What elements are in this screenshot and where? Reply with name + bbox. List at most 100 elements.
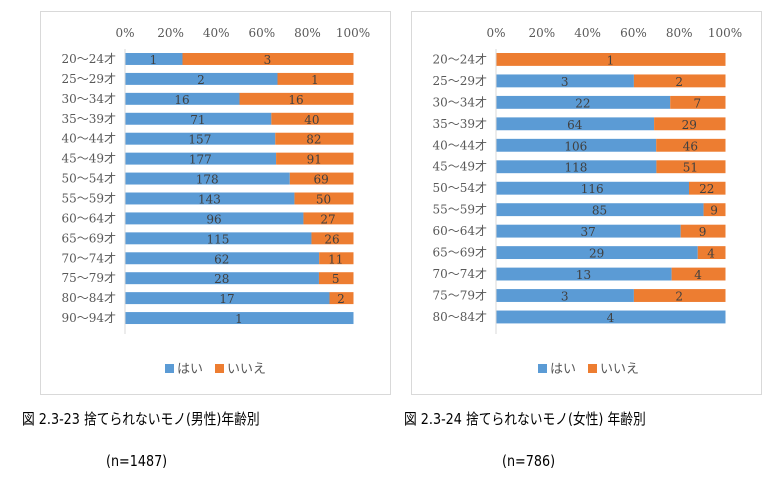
data-label-yes: 177 (189, 153, 212, 167)
x-tick-label: 0% (486, 26, 505, 40)
bar-yes (125, 53, 183, 65)
data-label-no: 69 (314, 173, 329, 187)
data-label-yes: 28 (214, 272, 229, 286)
bar-no (275, 132, 354, 145)
bar-no (318, 272, 354, 285)
category-label: 75～79才 (61, 271, 116, 285)
data-label-no: 11 (328, 252, 343, 266)
x-tick-label: 80% (666, 26, 693, 40)
data-label-yes: 1 (150, 53, 158, 67)
x-tick-label: 0% (115, 26, 134, 40)
data-label-yes: 96 (206, 212, 221, 226)
category-label: 30～34才 (432, 95, 487, 109)
bar-yes (496, 203, 704, 217)
data-label-no: 40 (304, 113, 319, 127)
bar-no (277, 72, 354, 85)
bar-yes (125, 172, 290, 185)
category-label: 40～44才 (432, 138, 487, 152)
bar-no (633, 289, 726, 302)
data-label-yes: 22 (575, 96, 590, 110)
category-label: 20～24才 (432, 52, 487, 66)
legend-label-no: いいえ (227, 362, 266, 377)
category-label: 60～64才 (432, 224, 487, 238)
x-tick-label: 40% (203, 26, 230, 40)
chart-female: 0% 20% 40% 60% 80% 100% 20～24才 1 25～29才 3 2 30～34才 2… (432, 26, 742, 377)
bar-yes (125, 132, 276, 145)
bar-yes (125, 312, 354, 325)
bar-no (656, 138, 726, 152)
bar-yes (496, 74, 634, 88)
data-label-yes: 64 (567, 118, 583, 132)
x-tick-label: 100% (336, 26, 370, 40)
caption-male: 図 2.3-23 捨てられないモノ(男性)年齢別 (22, 410, 260, 428)
data-label-yes: 4 (607, 311, 615, 325)
bar-no (688, 181, 726, 195)
bar-no (303, 212, 354, 225)
data-label-yes: 116 (581, 182, 604, 196)
category-label: 70～74才 (432, 267, 487, 281)
bar-no (703, 203, 726, 217)
bar-no (680, 224, 726, 238)
data-label-yes: 1 (235, 312, 243, 326)
data-label-yes: 106 (564, 139, 587, 153)
legend-swatch-no (215, 364, 224, 373)
bar-no (294, 192, 354, 205)
chart-male: 0% 20% 40% 60% 80% 100% 20～24才 1 3 25～29才 2 1 30～34才… (61, 26, 370, 377)
category-label: 65～69才 (61, 231, 116, 245)
category-label: 75～79才 (432, 289, 487, 303)
category-label: 65～69才 (432, 246, 487, 260)
category-label: 40～44才 (61, 132, 116, 146)
bar-yes (496, 267, 672, 281)
data-label-no: 4 (707, 247, 715, 261)
bar-yes (496, 181, 689, 195)
category-label: 45～49才 (61, 152, 116, 166)
caption-female: 図 2.3-24 捨てられないモノ(女性) 年齢別 (404, 410, 646, 428)
sample-size-female: (n=786) (502, 452, 556, 470)
category-label: 50～54才 (432, 181, 487, 195)
data-label-no: 50 (316, 192, 331, 206)
data-label-no: 9 (710, 204, 718, 218)
bar-yes (496, 224, 681, 238)
x-tick-label: 100% (708, 26, 742, 40)
category-label: 45～49才 (432, 160, 487, 174)
data-label-yes: 118 (564, 161, 587, 175)
x-tick-label: 20% (157, 26, 184, 40)
category-label: 60～64才 (61, 211, 116, 225)
x-tick-label: 60% (620, 26, 647, 40)
data-label-no: 46 (683, 139, 698, 153)
bar-no (182, 53, 354, 65)
bar-yes (496, 138, 657, 152)
data-label-yes: 157 (188, 133, 211, 147)
legend-label-yes: はい (550, 362, 576, 377)
data-label-no: 7 (694, 96, 702, 110)
x-tick-label: 60% (248, 26, 275, 40)
data-label-yes: 2 (197, 73, 205, 87)
legend-swatch-yes (165, 364, 174, 373)
category-label: 35～39才 (61, 112, 116, 126)
data-label-no: 82 (306, 133, 321, 147)
data-label-no: 27 (320, 212, 335, 226)
legend-label-yes: はい (177, 362, 203, 377)
bar-no (654, 117, 726, 131)
sample-size-male: (n=1487) (106, 452, 168, 470)
legend-swatch-no (588, 364, 597, 373)
bar-no (697, 246, 726, 260)
category-label: 20～24才 (61, 52, 116, 66)
category-label: 25～29才 (432, 74, 487, 88)
bar-yes (125, 232, 312, 245)
bar-yes (125, 272, 319, 285)
legend-label-no: いいえ (600, 362, 639, 377)
data-label-no: 16 (288, 93, 303, 107)
data-label-no: 22 (699, 182, 714, 196)
bar-yes (125, 292, 330, 305)
data-label-yes: 178 (196, 173, 219, 187)
data-label-yes: 62 (214, 252, 229, 266)
data-label-no: 51 (683, 161, 698, 175)
data-label-no: 1 (607, 53, 615, 67)
data-label-yes: 13 (576, 268, 591, 282)
bar-yes (125, 72, 278, 85)
category-label: 80～84才 (432, 310, 487, 324)
data-label-yes: 37 (580, 225, 595, 239)
data-label-yes: 3 (561, 290, 569, 304)
data-label-yes: 85 (592, 204, 607, 218)
